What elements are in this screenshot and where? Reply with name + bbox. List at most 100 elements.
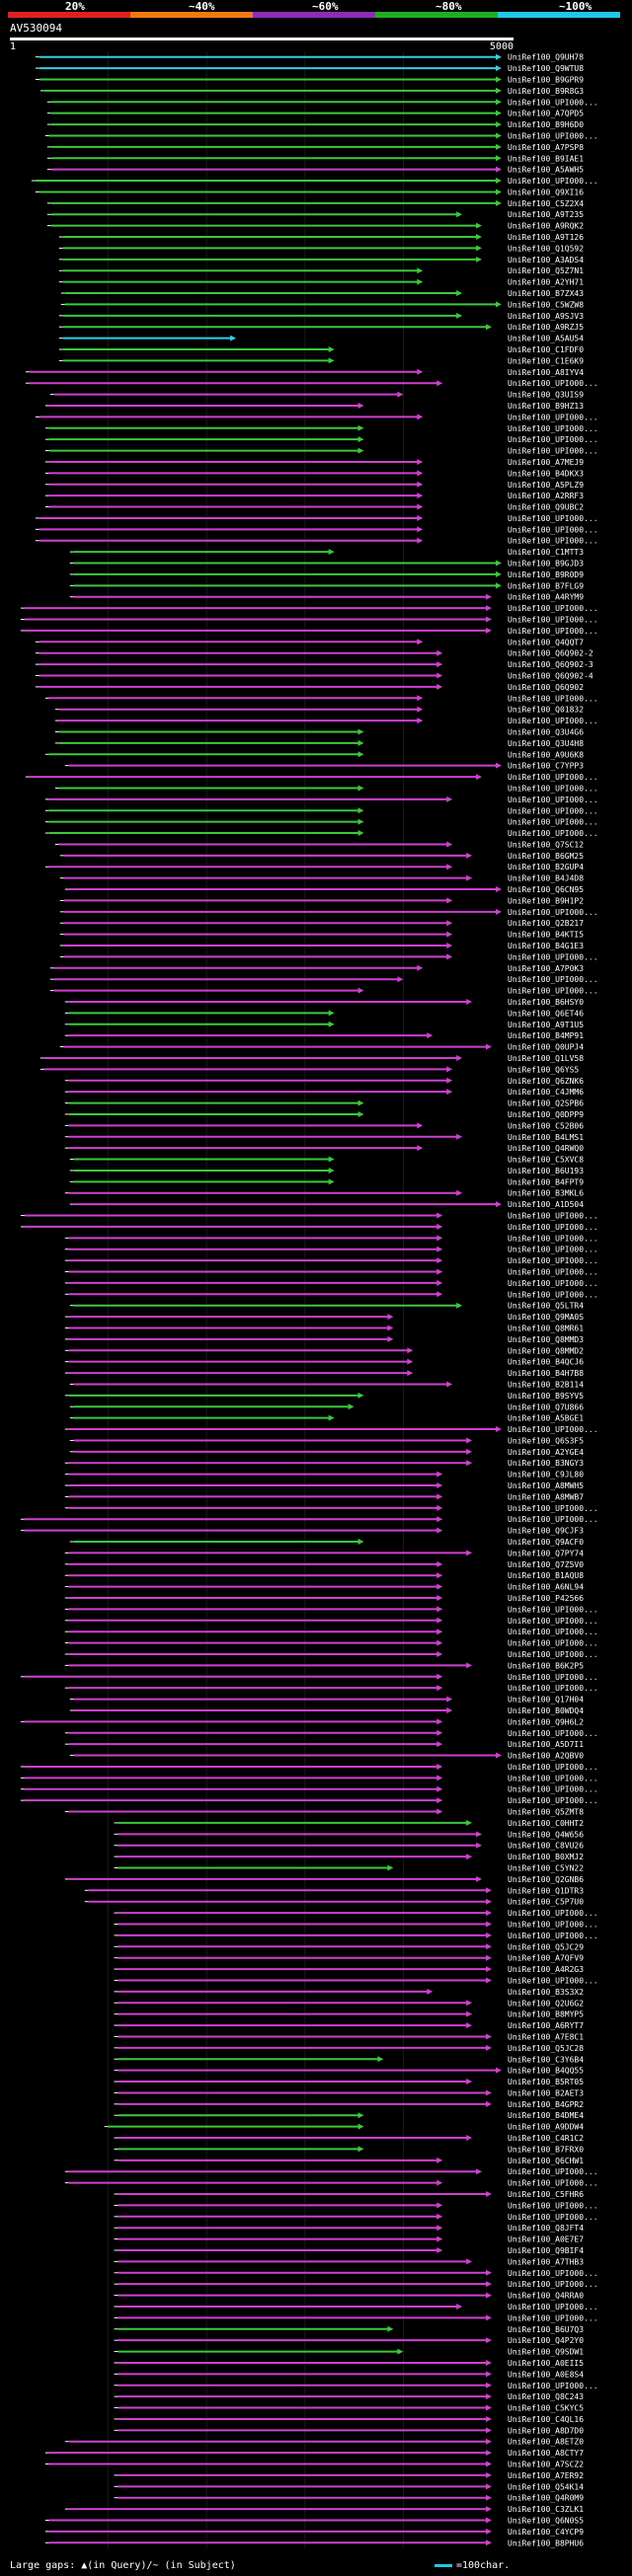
hit-label[interactable]: UniRef100_UPI000... xyxy=(508,987,598,996)
hit-label[interactable]: UniRef100_UPI000... xyxy=(508,1921,598,1930)
hit-row[interactable]: UniRef100_C5P7U0 xyxy=(84,1898,585,1907)
hit-row[interactable]: UniRef100_Q2U6G2 xyxy=(114,1999,585,2008)
hit-row[interactable]: UniRef100_B4G1E3 xyxy=(59,942,584,950)
hit-row[interactable]: UniRef100_B9HZ13 xyxy=(44,402,584,411)
hit-row[interactable]: UniRef100_Q6YS5 xyxy=(40,1065,580,1074)
hit-row[interactable]: UniRef100_B9GJD3 xyxy=(69,560,585,568)
hit-row[interactable]: UniRef100_Q2B217 xyxy=(59,919,584,928)
hit-label[interactable]: UniRef100_B4QCJ6 xyxy=(508,1358,584,1367)
hit-row[interactable]: UniRef100_UPI000... xyxy=(114,2382,598,2390)
hit-label[interactable]: UniRef100_B2AET3 xyxy=(508,2088,584,2097)
hit-label[interactable]: UniRef100_B4J4D8 xyxy=(508,874,584,883)
hit-label[interactable]: UniRef100_B8MYP5 xyxy=(508,2010,584,2019)
hit-label[interactable]: UniRef100_A7SCZ2 xyxy=(508,2461,584,2469)
hit-label[interactable]: UniRef100_UPI000... xyxy=(508,2201,598,2210)
hit-row[interactable]: UniRef100_C5YN22 xyxy=(114,1864,585,1873)
hit-row[interactable]: UniRef100_UPI000... xyxy=(114,2313,598,2322)
hit-row[interactable]: UniRef100_B7FRX0 xyxy=(114,2145,585,2154)
hit-label[interactable]: UniRef100_B9SYV5 xyxy=(508,1392,584,1401)
hit-row[interactable]: UniRef100_UPI000... xyxy=(44,796,598,804)
hit-label[interactable]: UniRef100_B4KTI5 xyxy=(508,931,584,940)
hit-label[interactable]: UniRef100_B9HZ13 xyxy=(508,402,584,411)
hit-label[interactable]: UniRef100_UPI000... xyxy=(508,537,598,546)
hit-row[interactable]: UniRef100_B9R0D9 xyxy=(69,570,585,579)
hit-label[interactable]: UniRef100_C5YN22 xyxy=(508,1864,584,1873)
hit-row[interactable]: UniRef100_B7FLG9 xyxy=(69,581,585,590)
hit-row[interactable]: UniRef100_C4YCP9 xyxy=(44,2528,584,2537)
hit-label[interactable]: UniRef100_Q5JC29 xyxy=(508,1942,584,1951)
hit-row[interactable]: UniRef100_A7THB3 xyxy=(114,2257,585,2266)
hit-row[interactable]: UniRef100_C3ZLK1 xyxy=(64,2505,584,2514)
hit-label[interactable]: UniRef100_Q6Q902-2 xyxy=(508,649,593,658)
hit-row[interactable]: UniRef100_UPI000... xyxy=(64,1268,598,1277)
hit-label[interactable]: UniRef100_A9RZJ5 xyxy=(508,323,584,332)
hit-label[interactable]: UniRef100_UPI000... xyxy=(508,829,598,838)
hit-row[interactable]: UniRef100_UPI000... xyxy=(31,177,598,186)
hit-row[interactable]: UniRef100_C1E6K9 xyxy=(58,356,584,365)
hit-label[interactable]: UniRef100_Q9UBC2 xyxy=(508,503,584,512)
hit-label[interactable]: UniRef100_Q8MR61 xyxy=(508,1324,584,1332)
hit-row[interactable]: UniRef100_UPI000... xyxy=(20,1774,598,1782)
hit-row[interactable]: UniRef100_B4J4D8 xyxy=(59,874,584,883)
hit-label[interactable]: UniRef100_UPI000... xyxy=(508,2167,598,2176)
hit-row[interactable]: UniRef100_Q7U866 xyxy=(69,1402,585,1411)
hit-label[interactable]: UniRef100_A7QPD5 xyxy=(508,110,584,118)
hit-label[interactable]: UniRef100_Q01832 xyxy=(508,706,584,715)
hit-row[interactable]: UniRef100_B8PHU6 xyxy=(44,2538,584,2547)
hit-label[interactable]: UniRef100_A1D504 xyxy=(508,1200,584,1209)
hit-label[interactable]: UniRef100_B4DME4 xyxy=(508,2111,584,2120)
hit-label[interactable]: UniRef100_UPI000... xyxy=(508,627,598,636)
hit-label[interactable]: UniRef100_Q0DPP9 xyxy=(508,1110,584,1119)
hit-row[interactable]: UniRef100_A3ADS4 xyxy=(58,256,584,265)
hit-label[interactable]: UniRef100_C4JMM6 xyxy=(508,1088,584,1097)
hit-label[interactable]: UniRef100_UPI000... xyxy=(508,2179,598,2188)
hit-label[interactable]: UniRef100_UPI000... xyxy=(508,1628,598,1636)
hit-label[interactable]: UniRef100_Q3U4H8 xyxy=(508,739,584,748)
hit-label[interactable]: UniRef100_Q2U6G2 xyxy=(508,1999,584,2008)
hit-label[interactable]: UniRef100_Q6ET46 xyxy=(508,1009,584,1018)
hit-label[interactable]: UniRef100_Q6S3F5 xyxy=(508,1436,584,1445)
hit-label[interactable]: UniRef100_UPI000... xyxy=(508,2382,598,2390)
hit-label[interactable]: UniRef100_C3ZLK1 xyxy=(508,2505,584,2514)
hit-label[interactable]: UniRef100_Q6YS5 xyxy=(508,1065,579,1074)
hit-label[interactable]: UniRef100_UPI000... xyxy=(508,177,598,186)
hit-label[interactable]: UniRef100_UPI000... xyxy=(508,447,598,456)
hit-label[interactable]: UniRef100_UPI000... xyxy=(508,1684,598,1693)
hit-row[interactable]: UniRef100_Q8C243 xyxy=(114,2392,585,2401)
hit-row[interactable]: UniRef100_Q9UH78 xyxy=(35,53,584,62)
hit-row[interactable]: UniRef100_A7SCZ2 xyxy=(44,2461,584,2469)
hit-row[interactable]: UniRef100_Q4RRA0 xyxy=(114,2292,585,2301)
hit-label[interactable]: UniRef100_A5AWH5 xyxy=(508,166,584,175)
hit-label[interactable]: UniRef100_A7QFV9 xyxy=(508,1954,584,1963)
hit-label[interactable]: UniRef100_UPI000... xyxy=(508,1515,598,1524)
hit-label[interactable]: UniRef100_C1FDF0 xyxy=(508,345,584,354)
hit-row[interactable]: UniRef100_A6RYT7 xyxy=(114,2021,585,2030)
hit-row[interactable]: UniRef100_Q7PY74 xyxy=(64,1549,584,1557)
hit-label[interactable]: UniRef100_UPI000... xyxy=(508,1639,598,1648)
hit-label[interactable]: UniRef100_A2YH71 xyxy=(508,278,584,287)
hit-row[interactable]: UniRef100_A0EII5 xyxy=(114,2359,585,2368)
hit-label[interactable]: UniRef100_Q8JFT4 xyxy=(508,2224,584,2233)
hit-label[interactable]: UniRef100_C52B06 xyxy=(508,1121,584,1130)
hit-row[interactable]: UniRef100_Q9MA0S xyxy=(64,1313,584,1322)
hit-label[interactable]: UniRef100_B6GM25 xyxy=(508,852,584,861)
hit-label[interactable]: UniRef100_A8CTY7 xyxy=(508,2449,584,2458)
hit-label[interactable]: UniRef100_Q5LTR4 xyxy=(508,1302,584,1311)
hit-row[interactable]: UniRef100_UPI000... xyxy=(59,952,598,961)
hit-label[interactable]: UniRef100_UPI000... xyxy=(508,818,598,827)
hit-row[interactable]: UniRef100_A5D7I1 xyxy=(64,1740,584,1749)
hit-label[interactable]: UniRef100_UPI000... xyxy=(508,1909,598,1918)
hit-row[interactable]: UniRef100_Q5JC29 xyxy=(114,1942,585,1951)
hit-row[interactable]: UniRef100_B9IAE1 xyxy=(46,154,584,163)
hit-row[interactable]: UniRef100_Q0DPP9 xyxy=(64,1110,584,1119)
hit-row[interactable]: UniRef100_UPI000... xyxy=(114,2201,598,2210)
hit-row[interactable]: UniRef100_C7YPP3 xyxy=(64,762,584,771)
hit-label[interactable]: UniRef100_A9RQK2 xyxy=(508,222,584,231)
hit-label[interactable]: UniRef100_C7YPP3 xyxy=(508,762,584,771)
hit-row[interactable]: UniRef100_Q5Z7N1 xyxy=(58,266,584,275)
hit-label[interactable]: UniRef100_UPI000... xyxy=(508,694,598,703)
hit-row[interactable]: UniRef100_B6GM25 xyxy=(59,852,584,861)
hit-row[interactable]: UniRef100_A1D504 xyxy=(69,1200,585,1209)
hit-label[interactable]: UniRef100_Q9MA0S xyxy=(508,1313,584,1322)
hit-row[interactable]: UniRef100_B3S3X2 xyxy=(114,1988,585,1997)
